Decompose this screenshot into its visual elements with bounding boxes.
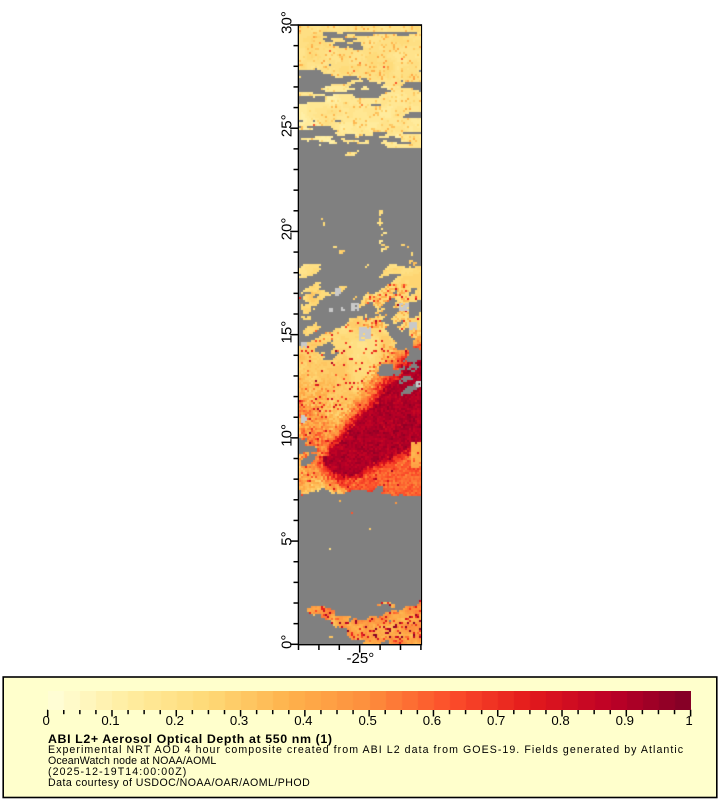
- svg-text:0°: 0°: [278, 635, 295, 649]
- svg-text:25°: 25°: [278, 114, 295, 137]
- svg-text:0: 0: [43, 713, 50, 728]
- svg-text:0.3: 0.3: [230, 713, 248, 728]
- svg-text:0.1: 0.1: [101, 713, 119, 728]
- svg-text:0.5: 0.5: [358, 713, 376, 728]
- svg-text:0.2: 0.2: [166, 713, 184, 728]
- svg-text:15°: 15°: [278, 321, 295, 344]
- svg-text:0.4: 0.4: [294, 713, 312, 728]
- svg-text:1: 1: [685, 713, 692, 728]
- svg-text:5°: 5°: [278, 531, 295, 545]
- svg-text:-25°: -25°: [347, 650, 375, 667]
- svg-text:30°: 30°: [278, 11, 295, 34]
- svg-text:0.9: 0.9: [616, 713, 634, 728]
- svg-text:10°: 10°: [278, 424, 295, 447]
- svg-text:0.7: 0.7: [487, 713, 505, 728]
- svg-text:0.6: 0.6: [423, 713, 441, 728]
- svg-text:0.8: 0.8: [551, 713, 569, 728]
- svg-text:20°: 20°: [278, 218, 295, 241]
